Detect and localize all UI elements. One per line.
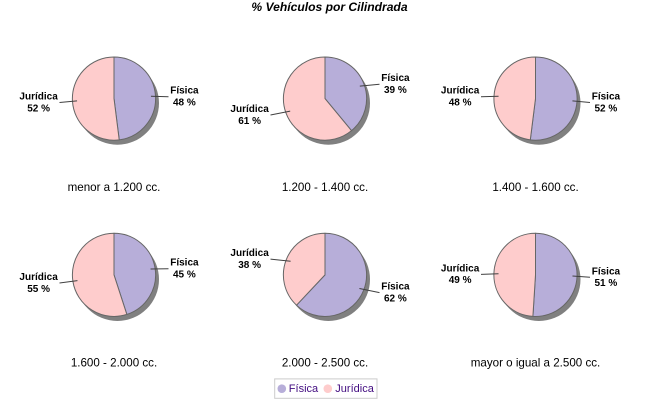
svg-text:Jurídica: Jurídica <box>230 248 269 259</box>
svg-text:48 %: 48 % <box>173 98 196 109</box>
svg-text:2.000 - 2.500 cc.: 2.000 - 2.500 cc. <box>282 357 368 370</box>
svg-text:Jurídica: Jurídica <box>19 92 58 103</box>
svg-text:39 %: 39 % <box>384 85 407 96</box>
svg-text:61 %: 61 % <box>238 116 261 127</box>
svg-text:menor a 1.200 cc.: menor a 1.200 cc. <box>68 181 161 194</box>
svg-text:Física: Física <box>592 92 621 103</box>
svg-text:49 %: 49 % <box>449 275 472 286</box>
svg-text:48 %: 48 % <box>449 98 472 109</box>
svg-text:55 %: 55 % <box>27 284 50 295</box>
svg-text:38 %: 38 % <box>238 260 261 271</box>
svg-text:Jurídica: Jurídica <box>441 263 480 274</box>
svg-text:52 %: 52 % <box>27 103 50 114</box>
svg-text:Jurídica: Jurídica <box>441 86 480 97</box>
svg-text:Física: Física <box>289 383 319 395</box>
svg-text:Física: Física <box>170 86 199 97</box>
svg-text:Física: Física <box>381 282 410 293</box>
svg-text:52 %: 52 % <box>595 103 618 114</box>
svg-text:Física: Física <box>170 258 199 269</box>
svg-text:45 %: 45 % <box>173 270 196 281</box>
svg-text:Física: Física <box>592 266 621 277</box>
svg-text:mayor o igual a 2.500 cc.: mayor o igual a 2.500 cc. <box>471 357 601 370</box>
svg-text:Jurídica: Jurídica <box>19 272 58 283</box>
svg-text:1.600 - 2.000 cc.: 1.600 - 2.000 cc. <box>71 357 157 370</box>
svg-text:% Vehículos por Cilindrada: % Vehículos por Cilindrada <box>251 0 407 14</box>
svg-text:Jurídica: Jurídica <box>230 104 269 115</box>
svg-text:Jurídica: Jurídica <box>335 383 374 395</box>
svg-text:Física: Física <box>381 73 410 84</box>
svg-text:62 %: 62 % <box>384 293 407 304</box>
svg-text:1.400 - 1.600 cc.: 1.400 - 1.600 cc. <box>492 181 578 194</box>
svg-text:1.200 - 1.400 cc.: 1.200 - 1.400 cc. <box>282 181 368 194</box>
svg-text:51 %: 51 % <box>595 278 618 289</box>
